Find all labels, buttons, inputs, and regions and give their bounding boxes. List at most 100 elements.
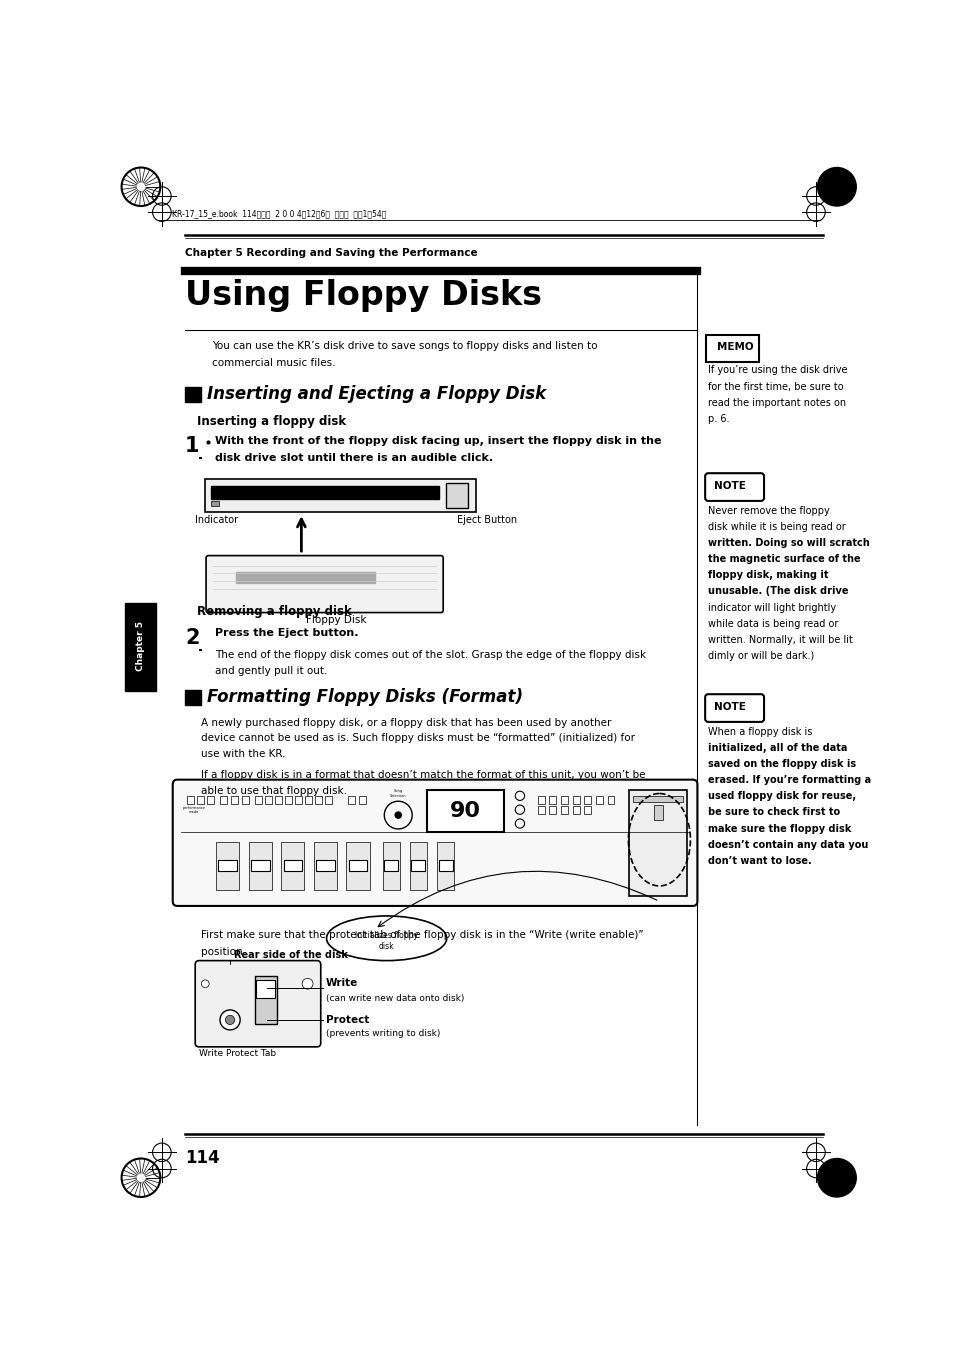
Text: and gently pull it out.: and gently pull it out. — [214, 666, 327, 677]
Text: Eject Button: Eject Button — [456, 515, 517, 524]
Text: Protect: Protect — [326, 1015, 369, 1024]
Bar — [241, 796, 249, 804]
FancyBboxPatch shape — [206, 555, 443, 612]
Bar — [358, 796, 365, 804]
Text: erased. If you’re formatting a: erased. If you’re formatting a — [707, 775, 870, 785]
Bar — [207, 796, 213, 804]
Bar — [346, 842, 369, 890]
Text: disk drive slot until there is an audible click.: disk drive slot until there is an audibl… — [214, 453, 492, 463]
Text: Chapter 5: Chapter 5 — [136, 621, 145, 671]
Text: for the first time, be sure to: for the first time, be sure to — [707, 381, 843, 392]
Text: the magnetic surface of the: the magnetic surface of the — [707, 554, 860, 565]
Text: written. Normally, it will be lit: written. Normally, it will be lit — [707, 635, 852, 644]
Bar — [274, 796, 282, 804]
Circle shape — [395, 812, 401, 819]
Bar — [125, 603, 156, 692]
Circle shape — [302, 978, 313, 989]
Bar — [254, 975, 276, 1024]
Text: NOTE: NOTE — [714, 481, 745, 490]
Bar — [305, 796, 312, 804]
Text: With the front of the floppy disk facing up, insert the floppy disk in the: With the front of the floppy disk facing… — [214, 436, 660, 446]
Bar — [549, 805, 556, 813]
Bar — [549, 796, 556, 804]
Bar — [185, 689, 200, 705]
Text: while data is being read or: while data is being read or — [707, 619, 838, 628]
Bar — [583, 796, 591, 804]
Bar — [314, 842, 336, 890]
Text: Indicator: Indicator — [194, 515, 237, 524]
Bar — [315, 859, 335, 870]
Text: (prevents writing to disk): (prevents writing to disk) — [326, 1029, 440, 1038]
Bar — [427, 790, 504, 832]
Text: Never remove the floppy: Never remove the floppy — [707, 505, 829, 516]
FancyBboxPatch shape — [704, 694, 763, 721]
Text: Removing a floppy disk: Removing a floppy disk — [196, 605, 351, 617]
FancyBboxPatch shape — [705, 335, 758, 362]
Text: don’t want to lose.: don’t want to lose. — [707, 857, 811, 866]
Text: Write Protect Tab: Write Protect Tab — [199, 1050, 276, 1058]
Text: written. Doing so will scratch: written. Doing so will scratch — [707, 538, 869, 549]
Text: floppy disk, making it: floppy disk, making it — [707, 570, 828, 580]
Text: If a floppy disk is in a format that doesn’t match the format of this unit, you : If a floppy disk is in a format that doe… — [200, 770, 644, 781]
Text: First make sure that the protect tab of the floppy disk is in the “Write (write : First make sure that the protect tab of … — [200, 929, 642, 940]
Circle shape — [225, 1016, 234, 1024]
Text: NOTE: NOTE — [714, 703, 745, 712]
Text: Write: Write — [326, 978, 358, 989]
Bar — [348, 859, 367, 870]
FancyBboxPatch shape — [195, 961, 320, 1047]
FancyBboxPatch shape — [204, 480, 476, 512]
Text: 90: 90 — [450, 801, 480, 821]
Text: Initializes floppy: Initializes floppy — [355, 931, 417, 939]
Circle shape — [817, 168, 856, 205]
Text: commercial music files.: commercial music files. — [212, 358, 335, 367]
Circle shape — [220, 1011, 240, 1029]
Bar — [537, 805, 544, 813]
Bar — [254, 796, 261, 804]
Text: device cannot be used as is. Such floppy disks must be “formatted” (initialized): device cannot be used as is. Such floppy… — [200, 734, 634, 743]
Text: disk: disk — [378, 942, 394, 951]
Text: (can write new data onto disk): (can write new data onto disk) — [326, 994, 464, 1002]
FancyBboxPatch shape — [172, 780, 697, 907]
Bar — [315, 796, 322, 804]
Bar — [633, 796, 682, 802]
Text: doesn’t contain any data you: doesn’t contain any data you — [707, 840, 868, 850]
Text: position.: position. — [200, 947, 245, 957]
Bar — [185, 386, 200, 403]
Text: use with the KR.: use with the KR. — [200, 748, 285, 759]
Bar — [537, 796, 544, 804]
Circle shape — [201, 979, 209, 988]
Text: 2: 2 — [185, 628, 199, 648]
Text: Press the Eject button.: Press the Eject button. — [214, 628, 357, 638]
Text: Using Floppy Disks: Using Floppy Disks — [185, 280, 541, 312]
Bar — [596, 796, 602, 804]
Text: be sure to check first to: be sure to check first to — [707, 808, 840, 817]
Bar — [446, 484, 468, 508]
Text: make sure the floppy disk: make sure the floppy disk — [707, 824, 851, 834]
Text: 1: 1 — [185, 436, 199, 457]
Text: 114: 114 — [185, 1150, 219, 1167]
Bar — [251, 859, 270, 870]
Text: read the important notes on: read the important notes on — [707, 397, 845, 408]
Bar — [231, 796, 237, 804]
Bar — [283, 859, 302, 870]
Bar — [256, 979, 274, 998]
Bar — [265, 796, 272, 804]
Bar — [235, 571, 375, 582]
Bar — [285, 796, 292, 804]
Bar — [212, 501, 219, 507]
Bar — [187, 796, 193, 804]
Text: initialized, all of the data: initialized, all of the data — [707, 743, 846, 753]
Bar — [220, 796, 227, 804]
Text: p. 6.: p. 6. — [707, 413, 729, 424]
Text: saved on the floppy disk is: saved on the floppy disk is — [707, 759, 856, 769]
Text: Chapter 5 Recording and Saving the Performance: Chapter 5 Recording and Saving the Perfo… — [185, 249, 477, 258]
Text: Rear side of the disk: Rear side of the disk — [233, 950, 348, 959]
Bar — [196, 796, 204, 804]
Bar — [572, 796, 579, 804]
Text: unusable. (The disk drive: unusable. (The disk drive — [707, 586, 848, 596]
Bar — [411, 859, 425, 870]
Text: disk while it is being read or: disk while it is being read or — [707, 521, 845, 532]
Bar — [325, 796, 332, 804]
Text: If you’re using the disk drive: If you’re using the disk drive — [707, 365, 847, 376]
Text: A newly purchased floppy disk, or a floppy disk that has been used by another: A newly purchased floppy disk, or a flop… — [200, 719, 610, 728]
